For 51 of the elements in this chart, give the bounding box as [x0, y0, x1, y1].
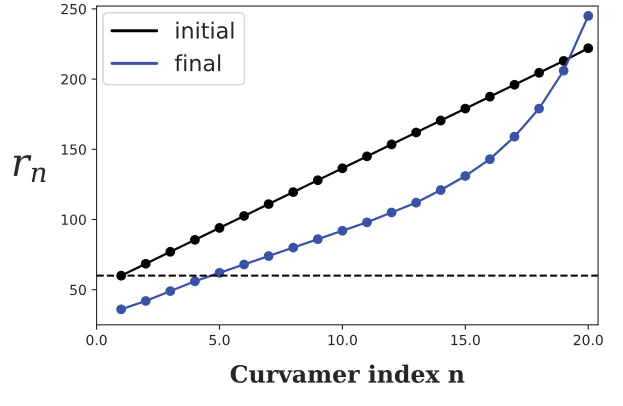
- point: [558, 66, 569, 76]
- point: [460, 104, 470, 114]
- point: [312, 234, 323, 244]
- x-axis-title: Curvamer index n: [230, 364, 464, 383]
- point: [460, 171, 470, 181]
- point: [510, 80, 520, 90]
- x-tick-label: 10.0: [328, 334, 357, 346]
- legend-label: initial: [176, 22, 234, 39]
- point: [534, 104, 544, 114]
- y-tick-label: 100: [62, 214, 86, 225]
- point: [386, 208, 396, 218]
- y-tick-label: 150: [62, 144, 86, 155]
- point: [583, 43, 594, 54]
- point: [288, 242, 298, 252]
- x-tick-label: 15.0: [451, 334, 480, 346]
- point: [436, 185, 446, 195]
- point: [239, 260, 249, 270]
- y-axis-title: r$_{n}$: [14, 155, 46, 182]
- y-tick-label: 250: [61, 4, 86, 14]
- point: [510, 132, 520, 142]
- point: [264, 251, 274, 261]
- point: [140, 296, 151, 306]
- point: [165, 286, 176, 296]
- x-tick-label: 5.0: [210, 334, 230, 346]
- point: [165, 246, 176, 257]
- legend-label: final: [174, 54, 220, 72]
- point: [312, 175, 323, 186]
- point: [362, 151, 372, 162]
- point: [214, 223, 224, 233]
- point: [190, 234, 200, 245]
- point: [386, 140, 396, 150]
- point: [485, 154, 495, 164]
- point: [534, 68, 544, 78]
- point: [338, 163, 348, 174]
- point: [190, 276, 200, 286]
- point: [264, 199, 274, 209]
- point: [239, 211, 249, 221]
- point: [436, 116, 446, 126]
- point: [140, 258, 151, 269]
- x-tick-label: 0.0: [86, 334, 107, 346]
- point: [338, 226, 348, 236]
- point: [362, 217, 372, 228]
- point: [288, 187, 298, 197]
- x-tick-label: 20.0: [574, 334, 603, 346]
- point: [116, 304, 126, 314]
- y-tick-label: 200: [61, 74, 86, 85]
- point: [411, 198, 422, 208]
- point: [485, 92, 495, 102]
- point: [411, 128, 422, 138]
- y-tick-label: 50: [70, 284, 86, 296]
- point: [583, 11, 594, 21]
